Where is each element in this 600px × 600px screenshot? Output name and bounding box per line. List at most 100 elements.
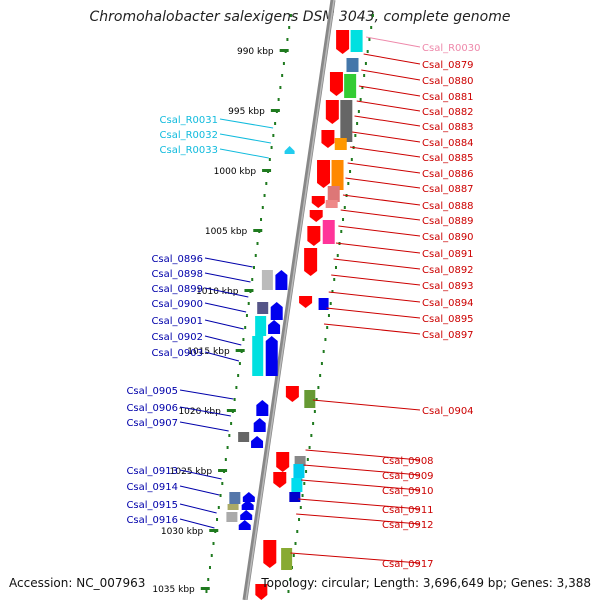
gene-label: Csal_0880 [422,76,474,87]
track-dot-right [310,434,313,437]
leader-line [219,118,274,129]
leader-line [349,146,421,158]
gene-reverse [268,320,281,334]
accession-text: Accession: NC_007963 [9,576,146,590]
leader-line [179,485,220,496]
track-dot-right [289,578,292,581]
gene-forward [276,452,290,472]
kbp-label: 1030 kbp [161,527,204,537]
gene-reverse [256,400,269,416]
leader-line [204,257,253,268]
kbp-label: 1035 kbp [152,585,195,595]
leader-line [296,513,421,525]
gene-label: Csal_0898 [151,269,203,280]
leader-line [340,209,421,221]
track-dot-right [331,290,334,293]
leader-line [204,335,242,346]
track-dot-right [350,158,353,161]
track-dot-left [210,554,213,557]
leader-line [204,351,240,362]
gene-reverse [251,436,264,448]
gene-label: Csal_0900 [151,299,203,310]
gene-reverse [240,510,253,520]
track-dot-right [343,206,346,209]
track-dot-right [324,338,327,341]
gene-forward-aux [334,138,347,150]
gene-label: Csal_0899 [151,284,203,295]
track-dot-right [347,182,350,185]
leader-line [219,148,269,159]
leader-line [179,503,217,514]
gene-label: Csal_0895 [422,314,474,325]
track-dot-left [238,362,241,365]
track-dot-right [370,26,373,29]
gene-label: Csal_0910 [382,486,434,497]
leader-line [361,69,421,81]
track-dot-right [303,482,306,485]
gene-label: Csal_0885 [422,153,474,164]
gene-reverse [242,492,255,502]
kbp-tick [244,289,254,292]
gene-forward-aux [346,58,359,72]
gene-reverse [265,336,278,376]
kbp-label: 1020 kbp [178,407,221,417]
track-dot-right [361,86,364,89]
gene-label: Csal_R0032 [160,130,219,141]
gene-label: Csal_0882 [422,107,474,118]
gene-reverse-aux [257,302,269,314]
track-dot-left [277,98,280,101]
track-dot-left [242,338,245,341]
gene-reverse [241,500,254,510]
track-dot-right [357,110,360,113]
kbp-label: 1000 kbp [214,167,257,177]
track-dot-right [306,458,309,461]
gene-label: Csal_0889 [422,216,474,227]
gene-forward-aux [331,160,344,190]
gene-forward-aux [340,100,353,142]
track-dot-right [371,14,374,17]
track-dot-right [294,542,297,545]
leader-line [204,302,247,313]
track-dot-right [364,62,367,65]
gene-reverse-aux [318,298,329,310]
gene-forward-aux [325,200,338,208]
kbp-tick [235,349,245,352]
backbone-line [242,0,336,600]
leader-line [358,85,421,97]
track-dot-right [296,530,299,533]
gene-label: Csal_0905 [126,386,178,397]
gene-label: Csal_0888 [422,201,474,212]
gene-forward-aux [327,186,340,202]
gene-label: Csal_0917 [382,559,434,570]
leader-line [179,389,234,400]
gene-label: Csal_0901 [151,316,203,327]
leader-line [333,258,421,270]
leader-line [298,498,421,510]
gene-label: Csal_0890 [422,232,474,243]
track-dot-left [247,302,250,305]
track-dot-left [244,326,247,329]
track-dot-left [207,578,210,581]
gene-forward-aux [350,30,363,52]
track-dot-left [216,518,219,521]
gene-forward-aux [293,464,305,478]
leader-line [312,399,421,411]
kbp-label: 990 kbp [237,47,274,57]
gene-forward-aux [294,456,306,466]
gene-label: Csal_0892 [422,265,474,276]
kbp-tick [253,229,263,232]
leader-line [342,194,421,206]
track-dot-left [221,482,224,485]
gene-reverse-aux [252,336,264,376]
kbp-tick [262,169,272,172]
gene-label: Csal_R0030 [422,43,481,54]
gene-label: Csal_0893 [422,281,474,292]
leader-line [354,115,421,127]
gene-label: Csal_0883 [422,122,474,133]
track-dot-right [322,350,325,353]
gene-label: Csal_0913 [126,466,178,477]
kbp-tick [270,109,280,112]
gene-label: Csal_0904 [422,406,474,417]
track-dot-left [228,434,231,437]
